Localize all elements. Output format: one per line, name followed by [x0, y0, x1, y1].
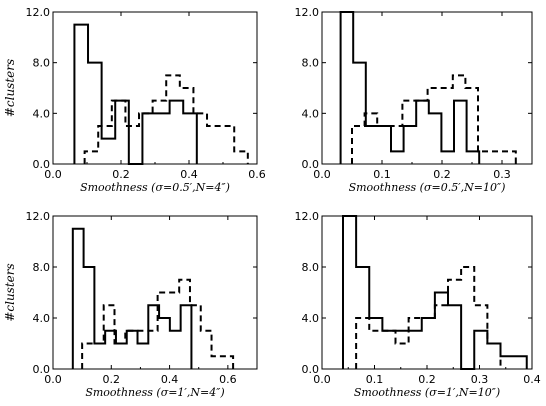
panel-top-right: 0.0 0.1 0.2 0.3 0.0 4.0 8.0 12.0 Smoothness (σ=0…	[295, 6, 533, 194]
x-axis-label: Smoothness (σ=1′,N=10″)	[354, 386, 500, 399]
x-axis-label: Smoothness (σ=1′,N=4″)	[85, 386, 224, 399]
x-tick-label: 0.0	[44, 168, 62, 181]
y-tick-label: 4.0	[302, 312, 320, 325]
y-tick-label: 12.0	[295, 210, 320, 223]
panel-top-left: 0.0 0.2 0.4 0.6 0.0 4.0 8.0 12.0 Smoothness (σ=0…	[3, 6, 266, 194]
x-tick-label: 0.1	[366, 373, 384, 386]
histogram-dashed	[351, 74, 517, 164]
y-tick-label: 12.0	[26, 210, 51, 223]
x-tick-label: 0.2	[418, 373, 436, 386]
plot-frame	[52, 215, 258, 370]
x-tick-label: 0.3	[471, 373, 489, 386]
panel-bottom-left: 0.0 0.2 0.4 0.6 0.0 4.0 8.0 12.0 Smoothness (σ=1…	[3, 210, 258, 399]
y-tick-label: 4.0	[33, 312, 51, 325]
x-tick-label: 0.2	[433, 168, 451, 181]
y-tick-label: 8.0	[33, 261, 51, 274]
histogram-solid	[339, 11, 481, 164]
y-tick-label: 8.0	[302, 261, 320, 274]
y-tick-label: 0.0	[33, 158, 51, 171]
histogram-dashed	[83, 74, 249, 164]
histogram-solid	[73, 23, 198, 165]
y-tick-label: 8.0	[302, 57, 320, 70]
y-tick-label: 12.0	[295, 6, 320, 19]
y-tick-label: 0.0	[33, 363, 51, 376]
y-tick-label: 0.0	[302, 363, 320, 376]
y-tick-label: 12.0	[26, 6, 51, 19]
y-tick-label: 4.0	[33, 107, 51, 120]
x-tick-label: 0.0	[313, 373, 331, 386]
histogram-dashed	[355, 266, 502, 369]
histogram-solid	[342, 215, 528, 370]
y-tick-label: 8.0	[33, 57, 51, 70]
x-tick-label: 0.0	[44, 373, 62, 386]
x-tick-label: 0.3	[493, 168, 511, 181]
plot-frame	[52, 11, 258, 165]
x-tick-label: 0.4	[180, 168, 198, 181]
histogram-dashed	[81, 278, 235, 369]
y-axis-label: #clusters	[3, 263, 17, 321]
x-tick-label: 0.6	[219, 373, 237, 386]
y-axis-label: #clusters	[3, 59, 17, 117]
x-tick-label: 0.4	[161, 373, 179, 386]
histogram-solid	[71, 227, 193, 369]
y-tick-label: 0.0	[302, 158, 320, 171]
x-axis-label: Smoothness (σ=0.5′,N=4″)	[80, 181, 230, 194]
x-tick-label: 0.2	[112, 168, 130, 181]
panel-bottom-right: 0.0 0.1 0.2 0.3 0.4 0.0 4.0 8.0 12.0 Smoothness (…	[295, 210, 541, 399]
x-tick-label: 0.4	[523, 373, 541, 386]
x-axis-label: Smoothness (σ=0.5′,N=10″)	[349, 181, 506, 194]
x-tick-label: 0.1	[373, 168, 391, 181]
y-tick-label: 4.0	[302, 107, 320, 120]
x-tick-label: 0.2	[103, 373, 121, 386]
x-tick-label: 0.0	[313, 168, 331, 181]
x-tick-label: 0.6	[248, 168, 266, 181]
plot-frame	[321, 11, 533, 165]
